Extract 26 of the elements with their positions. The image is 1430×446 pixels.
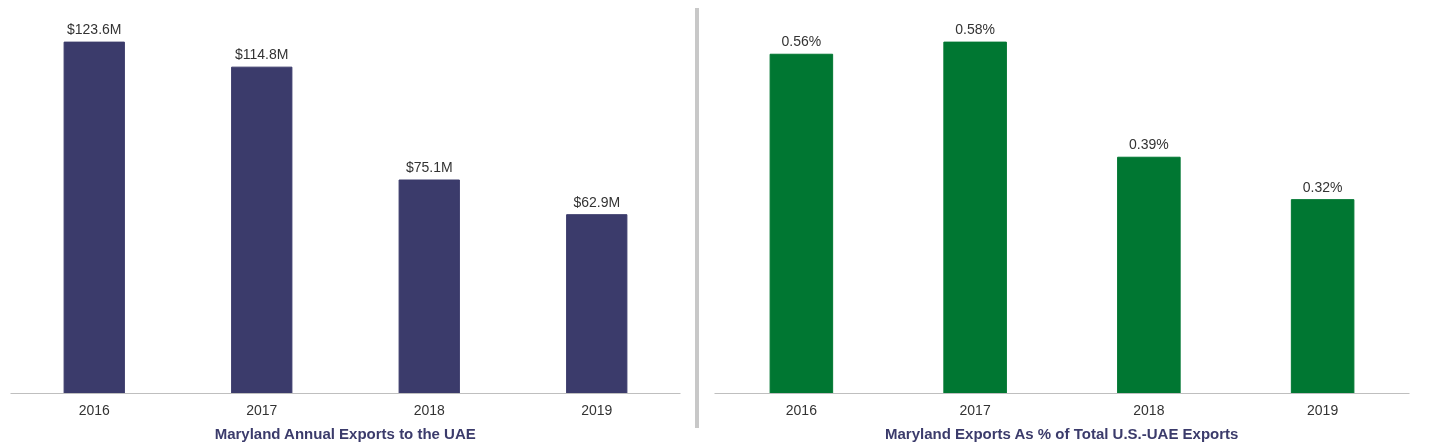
bar — [1290, 199, 1355, 394]
bar — [566, 214, 628, 394]
x-tick-label: 2018 — [413, 401, 446, 418]
data-label: $62.9M — [573, 193, 621, 210]
text: Maryland Exports As % of Total U.S.-UAE Exports — [885, 424, 1239, 442]
data-label: 0.32% — [1302, 178, 1343, 195]
x-tick-label: 2019 — [1307, 401, 1339, 418]
bar — [398, 179, 460, 394]
x-tick-label: 2016 — [78, 401, 111, 418]
data-label: $75.1M — [405, 159, 453, 175]
x-tick-label: 2017 — [246, 401, 278, 418]
bar — [1117, 156, 1181, 394]
x-tick-label: 2019 — [581, 401, 613, 418]
data-label: 0.39% — [1129, 136, 1169, 153]
data-label: $123.6M — [67, 21, 122, 38]
bar — [943, 41, 1007, 394]
bar — [63, 41, 125, 394]
text: Maryland Annual Exports to the UAE — [214, 424, 476, 442]
bar — [231, 66, 293, 394]
data-label: $114.8M — [235, 46, 289, 63]
x-tick-label: 2017 — [959, 401, 991, 418]
x-tick-label: 2018 — [1133, 401, 1165, 418]
bar — [769, 53, 834, 394]
x-tick-label: 2016 — [785, 401, 818, 418]
data-label: 0.58% — [955, 21, 995, 38]
data-label: 0.56% — [781, 33, 822, 50]
